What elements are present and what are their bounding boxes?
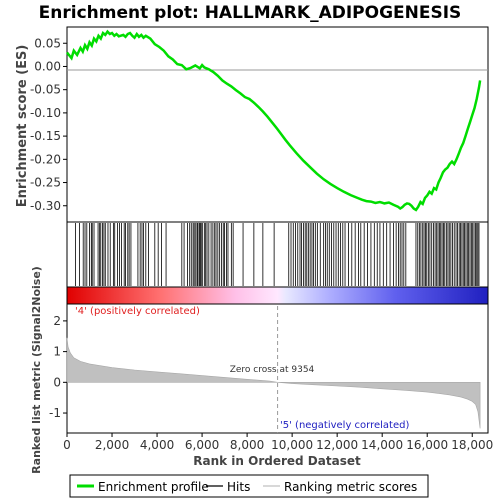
positive-label: '4' (positively correlated) [75, 306, 200, 317]
rank-color-bar [66, 286, 489, 305]
x-tick-label: 10,000 [271, 438, 313, 452]
metric-y-tick-label: 2 [53, 314, 61, 328]
metric-y-ticks: 2 1 0 -1 [49, 314, 67, 420]
es-y-tick-label: -0.25 [30, 176, 61, 190]
legend-enrichment-label: Enrichment profile [98, 480, 209, 494]
x-tick-label: 2,000 [95, 438, 129, 452]
es-y-tick-label: -0.30 [30, 199, 61, 213]
x-tick-label: 18,000 [451, 438, 493, 452]
x-tick-label: 8,000 [230, 438, 264, 452]
es-y-tick-label: -0.20 [30, 152, 61, 166]
es-y-ticks: 0.05 0.00 -0.05 -0.10 -0.15 -0.20 -0.25 -0.30 [30, 36, 67, 213]
x-axis-label: Rank in Ordered Dataset [193, 454, 361, 468]
negative-label: '5' (negatively correlated) [280, 420, 409, 431]
x-tick-label: 16,000 [406, 438, 448, 452]
hits-panel-frame [66, 221, 489, 288]
legend-hits-label: Hits [227, 480, 250, 494]
es-panel: 0.05 0.00 -0.05 -0.10 -0.15 -0.20 -0.25 -0.30 E… [15, 26, 489, 223]
x-tick-label: 6,000 [185, 438, 219, 452]
metric-y-tick-label: 0 [53, 375, 61, 389]
legend-frame [69, 474, 429, 498]
legend-metric-label: Ranking metric scores [284, 480, 417, 494]
metric-y-tick-label: -1 [49, 406, 61, 420]
metric-y-axis-label: Ranked list metric (Signal2Noise) [30, 266, 43, 474]
es-y-tick-label: -0.10 [30, 106, 61, 120]
es-y-axis-label: Enrichment score (ES) [15, 45, 30, 208]
x-tick-label: 4,000 [140, 438, 174, 452]
x-tick-label: 14,000 [361, 438, 403, 452]
metric-panel: 2 1 0 -1 '4' (positively correlated) Zero c… [30, 266, 489, 474]
metric-y-tick-label: 1 [53, 345, 61, 359]
x-axis: 0 2,000 4,000 6,000 8,000 10,000 12,000 14,000 1… [63, 433, 493, 452]
ranking-metric-area [66, 337, 481, 429]
x-tick-label: 0 [63, 438, 71, 452]
chart-title: Enrichment plot: HALLMARK_ADIPOGENESIS [39, 3, 462, 23]
hit-lines [75, 223, 480, 286]
hits-panel [66, 221, 489, 288]
es-y-tick-label: 0.05 [34, 36, 61, 50]
enrichment-profile-line [66, 29, 482, 212]
x-tick-label: 12,000 [316, 438, 358, 452]
es-panel-frame [66, 26, 489, 223]
es-y-tick-label: 0.00 [34, 59, 61, 73]
zero-cross-label: Zero cross at 9354 [230, 365, 315, 375]
es-y-tick-label: -0.15 [30, 129, 61, 143]
legend: Enrichment profile Hits Ranking metric s… [69, 474, 429, 498]
es-y-tick-label: -0.05 [30, 83, 61, 97]
